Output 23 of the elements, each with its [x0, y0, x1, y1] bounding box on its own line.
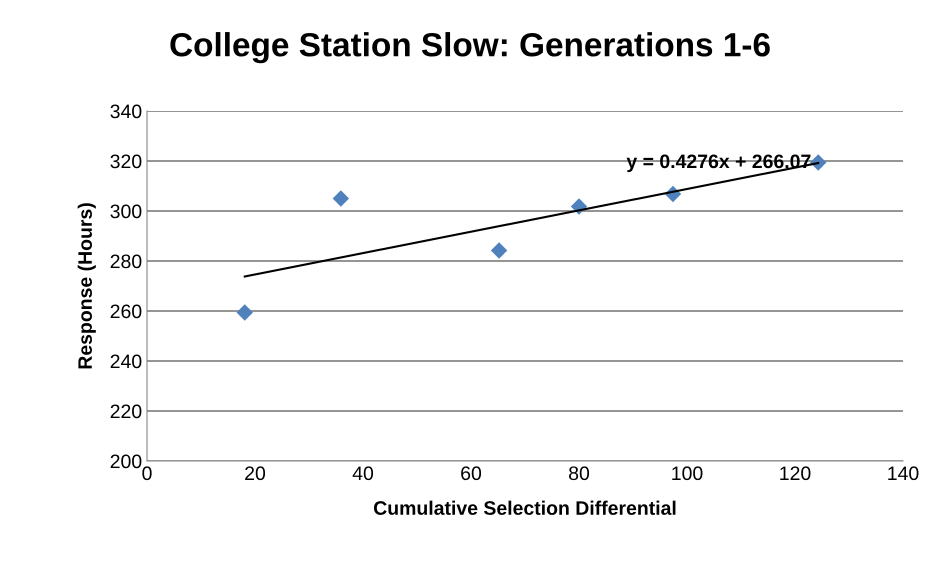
- y-tick-label: 340: [110, 104, 142, 118]
- y-tick-label: 300: [110, 204, 142, 218]
- y-tick-label: 240: [110, 354, 142, 368]
- y-tick-label: 320: [110, 154, 142, 168]
- x-tick-label: 100: [672, 466, 702, 480]
- x-axis-title: Cumulative Selection Differential: [374, 500, 676, 515]
- x-tick-label: 120: [780, 466, 810, 480]
- y-tick-label: 200: [110, 454, 142, 468]
- x-tick-label: 0: [142, 466, 152, 480]
- point: [236, 304, 253, 321]
- y-tick-label: 280: [110, 254, 142, 268]
- y-tick-label: 260: [110, 304, 142, 318]
- x-tick-label: 40: [352, 466, 374, 480]
- x-tick-label: 60: [461, 466, 482, 480]
- point: [332, 190, 350, 207]
- point: [490, 242, 508, 259]
- x-tick-label: 20: [245, 466, 266, 480]
- chart-title: College Station Slow: Generations 1-6: [170, 32, 770, 64]
- annotation: y = 0.4276x + 266.07: [626, 154, 810, 172]
- y-axis-title: Response (Hours): [78, 203, 96, 368]
- x-tick-label: 140: [888, 466, 918, 480]
- y-tick-label: 220: [110, 404, 142, 418]
- x-tick-label: 80: [569, 466, 590, 480]
